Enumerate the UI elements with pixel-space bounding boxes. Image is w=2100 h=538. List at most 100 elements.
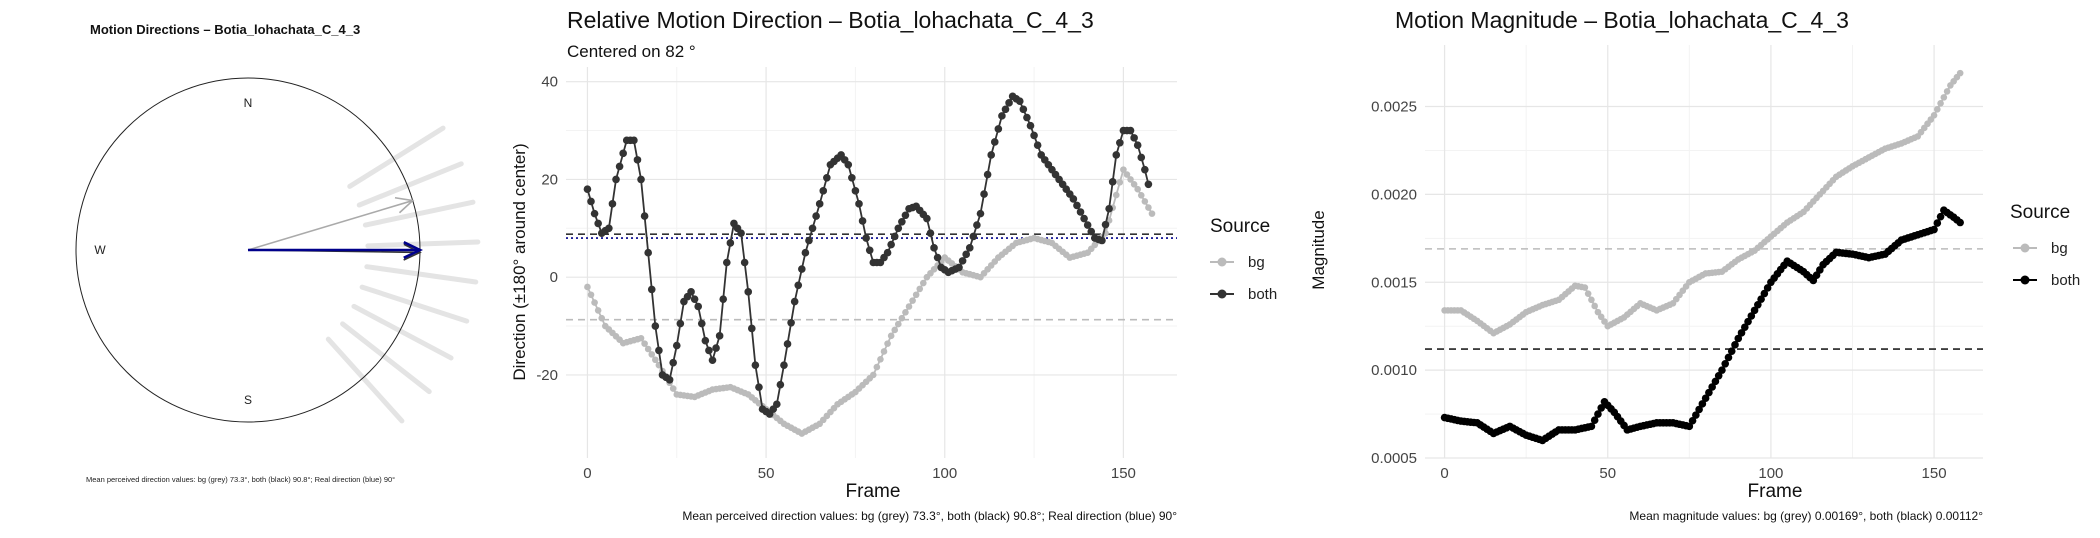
direction-point-both [615,162,624,171]
direction-point-both [819,187,828,195]
direction-point-both [887,240,895,249]
polar-ray-7 [340,321,432,395]
direction-point-both [608,200,617,208]
direction-point-bg [648,351,656,358]
magnitude-point-both [1727,347,1736,355]
direction-point-bg [641,340,648,347]
magnitude-point-both [1587,422,1596,431]
magnitude-point-both [1701,394,1710,403]
magnitude-title: Motion Magnitude – Botia_lohachata_C_4_3 [1395,7,1849,33]
direction-point-both [672,341,681,350]
magnitude-point-both [1705,388,1713,397]
magnitude-point-both [1597,404,1606,412]
direction-point-both [605,224,613,233]
direction-point-both [773,400,781,409]
direction-point-bg [1134,185,1141,193]
direction-point-bg [920,279,927,287]
direction-point-both [633,156,642,164]
direction-point-both [794,281,803,290]
polar-arrow-bg [247,196,415,251]
direction-point-both [1001,105,1010,114]
magnitude-point-both [1754,300,1762,309]
direction-point-bg [587,291,595,299]
direction-series-both [583,92,1153,418]
direction-ytick-label: 20 [541,171,558,188]
polar-chart: Motion Directions – Botia_lohachata_C_4_… [75,22,481,484]
direction-line-bg [586,167,1153,435]
direction-point-both [722,258,731,267]
magnitude-ytick-label: 0.0005 [1371,450,1417,467]
direction-point-both [855,200,863,208]
direction-point-bg [887,332,895,340]
direction-point-both [697,319,706,328]
direction-point-bg [1112,191,1120,199]
compass-south: S [244,393,252,407]
direction-point-both [640,212,649,220]
direction-point-bg [877,355,884,363]
direction-point-both [740,258,749,267]
direction-point-both [1023,113,1031,122]
magnitude-point-both [1737,329,1746,337]
magnitude-point-bg [1584,290,1592,297]
magnitude-point-both [1695,405,1703,414]
direction-point-both [748,324,756,333]
direction-point-bg [902,309,909,316]
magnitude-chart: Motion Magnitude – Botia_lohachata_C_4_3… [1309,7,2080,523]
magnitude-xlabel: Frame [1748,481,1803,502]
magnitude-xtick-label: 0 [1440,465,1448,482]
polar-ray-0 [347,125,446,189]
magnitude-point-both [1698,400,1707,408]
magnitude-ytick-label: 0.0025 [1371,99,1417,116]
direction-point-both [669,358,677,367]
magnitude-legend-label: bg [2051,240,2068,257]
direction-point-bg [594,307,602,314]
direction-point-both [783,340,792,348]
direction-point-both [751,361,760,369]
direction-point-both [1098,236,1106,245]
direction-point-both [848,173,856,182]
direction-point-both [708,356,717,365]
direction-point-both [844,160,853,169]
magnitude-line-bg [1444,72,1961,335]
direction-point-both [705,346,713,355]
magnitude-ytick-label: 0.0020 [1371,186,1417,203]
direction-point-both [973,221,981,229]
polar-ray-4 [364,264,479,285]
compass-north: N [244,96,253,110]
polar-arrow-real [248,241,423,259]
magnitude-point-bg [1581,284,1589,291]
magnitude-point-both [1718,366,1726,374]
magnitude-ytick-label: 0.0010 [1371,362,1417,379]
direction-point-both [983,170,992,179]
direction-point-both [962,250,970,259]
direction-point-both [1026,121,1035,130]
direction-point-bg [894,320,902,328]
direction-point-both [812,212,820,220]
magnitude-point-bg [1930,111,1938,119]
magnitude-legend-bg: bg [2013,240,2068,257]
magnitude-point-both [1747,312,1756,320]
direction-point-bg [1137,191,1145,199]
direction-point-both [776,380,785,389]
polar-ray-8 [325,336,405,424]
direction-point-both [719,295,728,303]
direction-point-bg [637,334,645,342]
direction-point-both [958,257,967,265]
direction-point-both [851,187,860,195]
direction-xlabel: Frame [846,481,901,502]
direction-point-both [1087,227,1096,236]
magnitude-point-both [1744,317,1752,326]
direction-point-both [644,248,652,257]
direction-point-both [890,232,899,241]
direction-point-both [994,125,1003,133]
magnitude-point-both [1936,212,1945,221]
direction-point-both [865,246,874,255]
direction-point-both [883,248,892,257]
magnitude-point-both [1933,219,1942,227]
magnitude-point-bg [1937,100,1944,107]
polar-ray-1 [356,161,464,208]
magnitude-point-both [1724,353,1733,362]
direction-xtick-label: 50 [758,465,775,482]
direction-point-bg [898,314,906,322]
direction-point-both [655,346,663,355]
